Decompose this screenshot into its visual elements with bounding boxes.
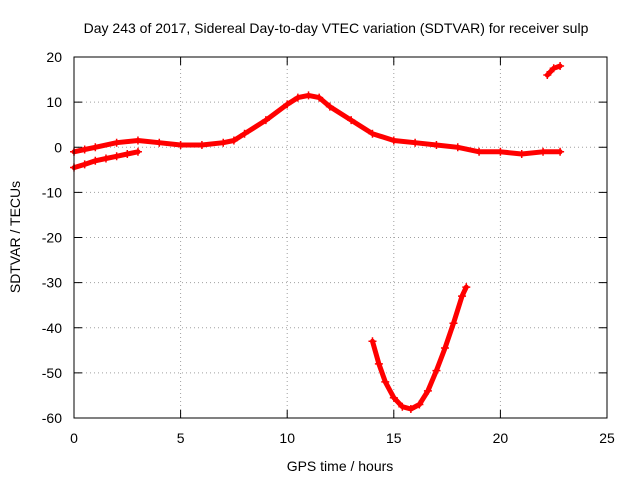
data-point [556,147,565,156]
data-point [101,154,110,163]
series-line [370,284,469,412]
y-axis-ticks: -60 -50 -40 -30 -20 -10 0 10 20 [42,49,607,426]
data-point [496,147,505,156]
data-point [261,116,270,125]
data-point [549,64,558,73]
y-tick-label: 0 [54,139,62,155]
data-point [411,138,420,147]
data-point [432,366,441,375]
data-point [283,100,292,109]
series-dip-arc [368,283,471,413]
data-point [449,319,458,328]
x-axis-ticks: 0 5 10 15 20 25 [70,57,615,446]
x-tick-label: 15 [386,430,402,446]
data-point [229,136,238,145]
y-tick-label: -30 [42,275,62,291]
x-tick-label: 5 [177,430,185,446]
data-point [423,386,432,395]
x-axis-label: GPS time / hours [287,458,394,474]
data-point [368,337,377,346]
series-lower-track [70,147,142,172]
data-point [374,359,383,368]
data-point [453,143,462,152]
data-point [398,402,407,411]
data-point [381,377,390,386]
y-axis-label: SDTVAR / TECUs [7,181,23,293]
series-line [71,92,563,157]
series-layer [70,62,565,413]
y-tick-label: -20 [42,230,62,246]
y-tick-label: -40 [42,320,62,336]
data-point [240,129,249,138]
data-point [325,102,334,111]
data-point [517,150,526,159]
data-point [293,93,302,102]
data-point [475,147,484,156]
x-tick-label: 20 [493,430,509,446]
data-point [80,160,89,169]
y-tick-label: -60 [42,410,62,426]
data-point [112,152,121,161]
data-point [133,136,142,145]
y-tick-label: -10 [42,184,62,200]
x-tick-label: 10 [279,430,295,446]
data-point [458,292,467,301]
data-point [91,143,100,152]
data-point [432,140,441,149]
data-point [539,147,548,156]
data-point [315,93,324,102]
data-point [347,116,356,125]
data-point [176,140,185,149]
data-point [462,283,471,292]
x-tick-label: 25 [599,430,615,446]
y-tick-label: 10 [46,94,62,110]
data-point [368,129,377,138]
data-point [440,344,449,353]
data-point [155,138,164,147]
data-point [219,138,228,147]
data-point [389,393,398,402]
data-point [133,147,142,156]
data-point [389,136,398,145]
data-point [406,404,415,413]
series-upper-right [543,62,565,80]
series-main-track [70,91,565,159]
data-point [123,150,132,159]
x-tick-label: 0 [70,430,78,446]
grid [74,57,607,418]
data-point [80,145,89,154]
chart-title: Day 243 of 2017, Sidereal Day-to-day VTE… [84,20,589,36]
data-point [543,71,552,80]
data-point [415,400,424,409]
plot-frame [73,56,608,419]
y-tick-label: -50 [42,365,62,381]
data-point [197,140,206,149]
data-point [556,62,565,71]
data-point [91,156,100,165]
y-tick-label: 20 [46,49,62,65]
data-point [304,91,313,100]
data-point [112,138,121,147]
